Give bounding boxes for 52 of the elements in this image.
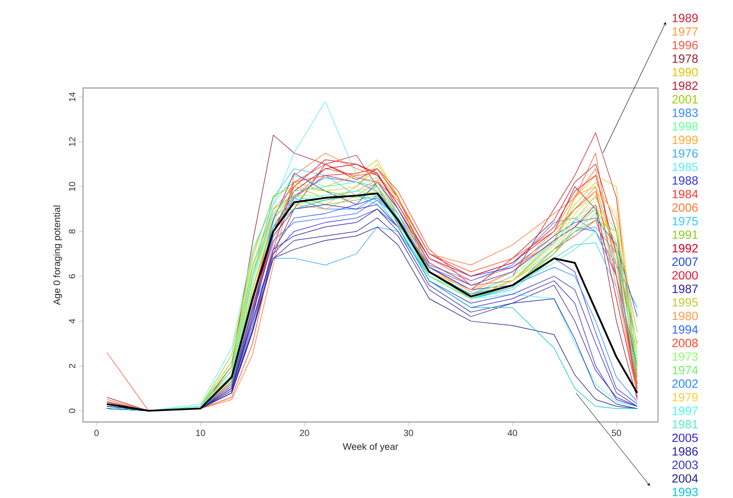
text: 2007 xyxy=(672,258,698,266)
y-tick-label: 4 xyxy=(69,318,76,324)
text: 1987 xyxy=(672,284,698,294)
text: 1980 xyxy=(672,312,698,320)
text: 2006 xyxy=(672,203,698,212)
text: 1995 xyxy=(672,298,698,307)
text: 1990 xyxy=(672,68,698,76)
text: 1979 xyxy=(672,392,698,402)
x-tick-label: 10 xyxy=(196,430,206,436)
text: 1994 xyxy=(672,325,698,334)
text: 1996 xyxy=(672,40,698,50)
text: 1982 xyxy=(672,81,698,90)
x-tick-label: 20 xyxy=(300,430,310,436)
text: 1988 xyxy=(672,176,698,185)
x-tick-label: 30 xyxy=(404,430,414,436)
y-tick-label: 10 xyxy=(68,182,76,191)
text: 2004 xyxy=(672,474,698,483)
text: 1993 xyxy=(672,488,698,496)
text: 2002 xyxy=(672,379,698,388)
y-tick-label: 2 xyxy=(68,364,76,368)
text: 1976 xyxy=(672,149,698,158)
y-tick-label: 8 xyxy=(68,229,76,234)
text: 1985 xyxy=(672,162,698,172)
text: 2008 xyxy=(672,338,698,348)
text: 1997 xyxy=(672,406,698,415)
text: 1983 xyxy=(672,108,698,118)
text: 1973 xyxy=(672,352,698,361)
x-tick-label: 0 xyxy=(94,430,99,436)
text: 1981 xyxy=(672,420,698,428)
text: 1975 xyxy=(672,216,698,226)
text: 1974 xyxy=(672,366,698,374)
text: 2003 xyxy=(672,460,698,470)
y-tick-label: 12 xyxy=(68,137,76,146)
y-axis-title: Age 0 foraging potential xyxy=(53,206,62,305)
text: 1992 xyxy=(672,244,698,252)
text: 1991 xyxy=(672,230,698,239)
text: 1986 xyxy=(672,447,698,456)
text: 2000 xyxy=(672,271,698,280)
y-tick-label: 0 xyxy=(68,408,76,413)
x-axis-title: Week of year xyxy=(342,442,398,452)
text: 1999 xyxy=(672,136,698,144)
text: 1977 xyxy=(672,27,698,36)
text: 2005 xyxy=(672,434,698,442)
text: 1989 xyxy=(672,14,698,22)
x-tick-label: 50 xyxy=(612,430,622,436)
text: 2001 xyxy=(672,95,698,104)
text: 1998 xyxy=(672,122,698,131)
text: 1984 xyxy=(672,190,698,198)
text: 1978 xyxy=(672,54,698,63)
y-tick-label: 14 xyxy=(69,92,76,102)
y-tick-label: 6 xyxy=(68,274,76,278)
x-tick-label: 40 xyxy=(508,430,518,436)
